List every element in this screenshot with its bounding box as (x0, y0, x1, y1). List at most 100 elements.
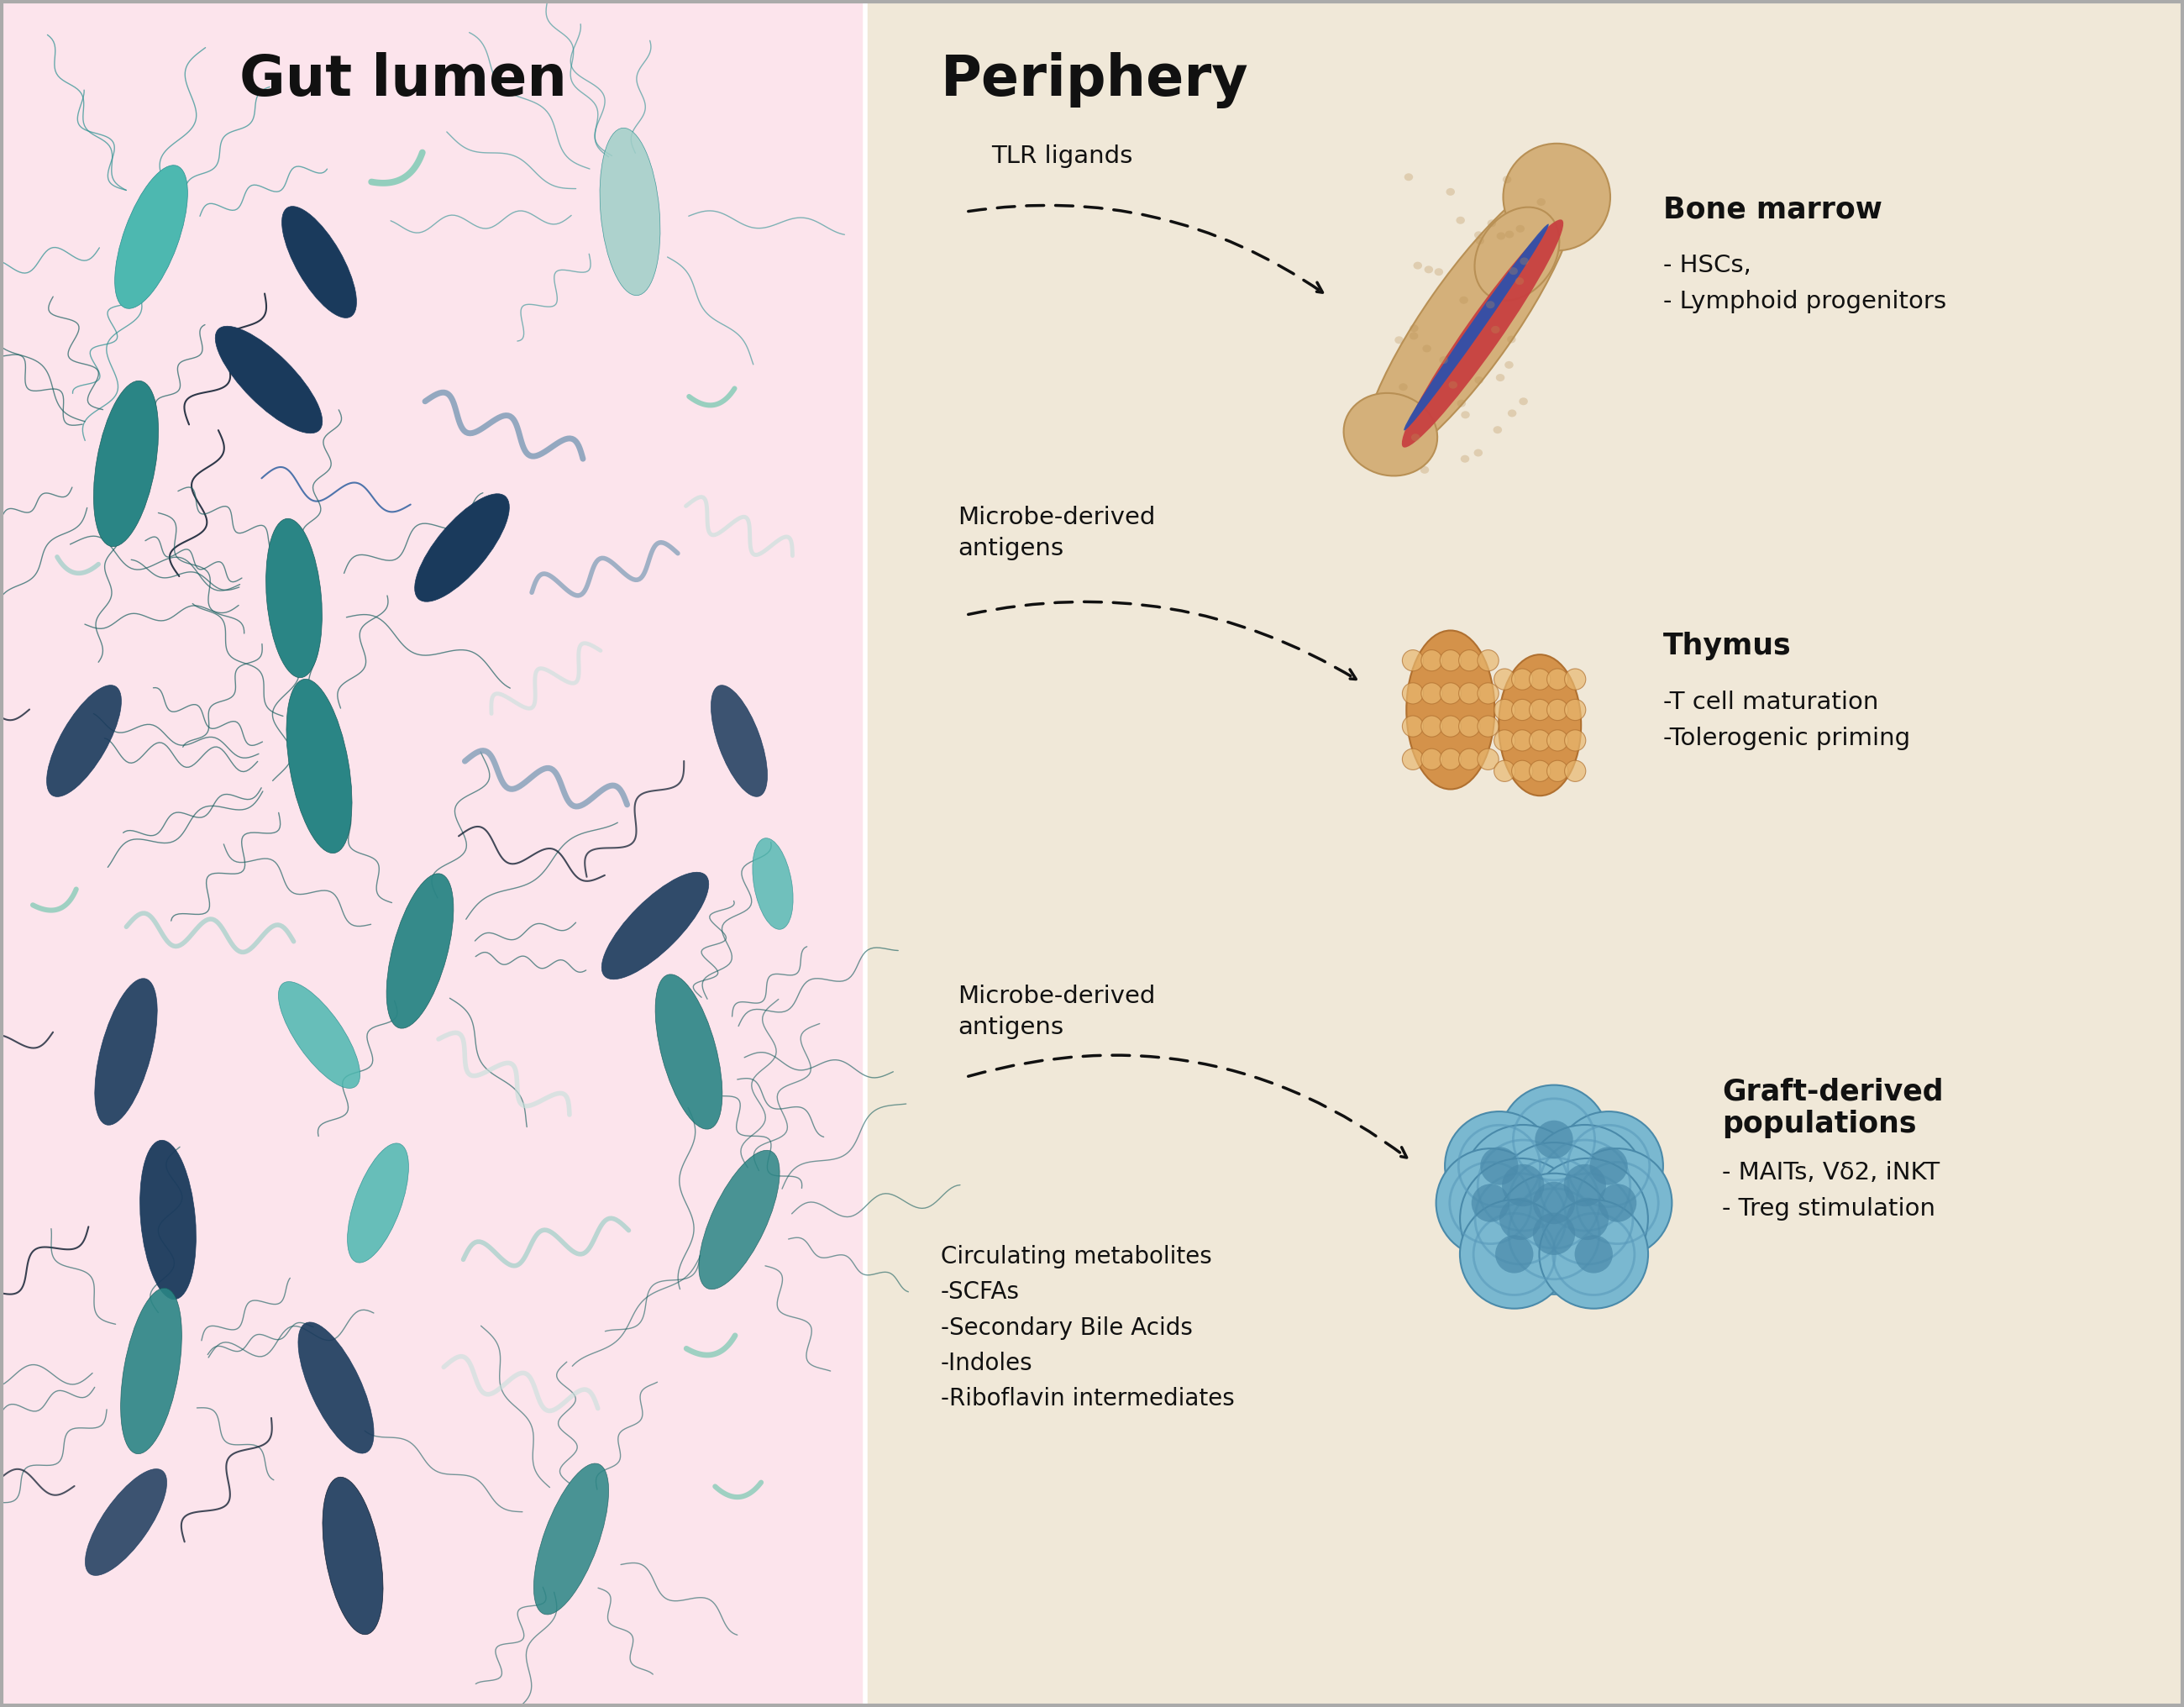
Ellipse shape (1420, 466, 1428, 473)
Ellipse shape (1511, 669, 1533, 690)
Ellipse shape (1396, 336, 1404, 343)
Ellipse shape (1459, 749, 1481, 770)
Ellipse shape (655, 975, 723, 1128)
Ellipse shape (1520, 258, 1529, 265)
Ellipse shape (1494, 427, 1503, 434)
Ellipse shape (601, 128, 660, 295)
Ellipse shape (1503, 176, 1511, 183)
Ellipse shape (387, 874, 454, 1028)
Ellipse shape (1507, 336, 1516, 343)
Ellipse shape (1516, 225, 1524, 232)
Ellipse shape (1409, 333, 1417, 340)
Ellipse shape (1575, 1236, 1612, 1273)
Ellipse shape (1402, 715, 1424, 737)
Ellipse shape (286, 679, 352, 854)
Ellipse shape (1533, 1181, 1575, 1224)
Ellipse shape (1540, 1200, 1649, 1309)
Ellipse shape (1529, 669, 1551, 690)
Ellipse shape (1476, 237, 1485, 244)
Ellipse shape (1503, 143, 1610, 251)
Ellipse shape (1479, 749, 1498, 770)
Ellipse shape (1398, 384, 1409, 391)
Ellipse shape (1472, 1185, 1509, 1222)
Ellipse shape (601, 872, 710, 980)
Ellipse shape (1511, 760, 1533, 782)
Ellipse shape (1479, 715, 1498, 737)
Ellipse shape (1524, 1125, 1645, 1246)
Text: -T cell maturation
-Tolerogenic priming: -T cell maturation -Tolerogenic priming (1664, 691, 1911, 751)
Ellipse shape (1413, 261, 1422, 270)
Ellipse shape (1479, 683, 1498, 703)
Ellipse shape (1402, 683, 1424, 703)
Ellipse shape (1439, 683, 1461, 703)
Ellipse shape (415, 493, 509, 601)
Ellipse shape (1459, 715, 1481, 737)
Ellipse shape (1457, 217, 1465, 224)
Ellipse shape (1498, 654, 1581, 795)
Ellipse shape (1439, 715, 1461, 737)
Ellipse shape (1422, 650, 1441, 671)
Ellipse shape (1494, 700, 1516, 720)
Ellipse shape (1459, 1159, 1581, 1279)
Ellipse shape (1481, 1147, 1518, 1185)
Ellipse shape (1459, 1200, 1568, 1309)
Ellipse shape (347, 1144, 408, 1263)
Ellipse shape (1494, 669, 1516, 690)
Ellipse shape (1343, 393, 1437, 476)
Ellipse shape (1422, 749, 1441, 770)
Ellipse shape (299, 1323, 373, 1453)
Ellipse shape (94, 381, 159, 546)
Ellipse shape (1555, 1111, 1664, 1221)
Ellipse shape (1507, 410, 1516, 417)
Ellipse shape (1564, 760, 1586, 782)
Text: Circulating metabolites
-SCFAs
-Secondary Bile Acids
-Indoles
-Riboflavin interm: Circulating metabolites -SCFAs -Secondar… (941, 1244, 1234, 1410)
Ellipse shape (94, 978, 157, 1125)
Ellipse shape (1546, 700, 1568, 720)
Ellipse shape (1463, 1125, 1583, 1246)
Ellipse shape (1546, 669, 1568, 690)
Ellipse shape (1422, 345, 1431, 352)
Ellipse shape (1520, 398, 1529, 405)
Ellipse shape (323, 1477, 382, 1635)
Ellipse shape (1494, 1173, 1614, 1294)
Ellipse shape (1404, 224, 1548, 430)
Ellipse shape (1424, 266, 1433, 273)
Ellipse shape (120, 1289, 181, 1454)
Text: Thymus: Thymus (1664, 632, 1791, 661)
Ellipse shape (1406, 630, 1494, 789)
Ellipse shape (1505, 230, 1514, 239)
Ellipse shape (1487, 220, 1496, 227)
Ellipse shape (1474, 207, 1559, 300)
Ellipse shape (1494, 1142, 1614, 1263)
Ellipse shape (1457, 399, 1465, 408)
Ellipse shape (1459, 650, 1481, 671)
Bar (865, 0, 2184, 1707)
Ellipse shape (1529, 760, 1551, 782)
Ellipse shape (1474, 449, 1483, 456)
Ellipse shape (266, 519, 321, 678)
Ellipse shape (1511, 700, 1533, 720)
Ellipse shape (753, 838, 793, 929)
Ellipse shape (1503, 1164, 1544, 1207)
Ellipse shape (1409, 324, 1417, 333)
Ellipse shape (1496, 232, 1505, 239)
Ellipse shape (1479, 650, 1498, 671)
Ellipse shape (1461, 411, 1470, 418)
Ellipse shape (1448, 381, 1457, 389)
Bar (0, 0, 865, 1707)
Ellipse shape (1437, 1149, 1544, 1258)
Ellipse shape (1500, 1086, 1607, 1193)
Ellipse shape (1411, 434, 1420, 440)
Ellipse shape (1446, 188, 1455, 196)
Text: Microbe-derived
antigens: Microbe-derived antigens (957, 985, 1155, 1040)
Text: Gut lumen: Gut lumen (240, 53, 568, 108)
Ellipse shape (533, 1463, 609, 1615)
Text: Periphery: Periphery (941, 53, 1249, 108)
Ellipse shape (1459, 683, 1481, 703)
Text: - HSCs,
- Lymphoid progenitors: - HSCs, - Lymphoid progenitors (1664, 254, 1946, 314)
Ellipse shape (712, 685, 767, 797)
Ellipse shape (1439, 650, 1461, 671)
Ellipse shape (277, 982, 360, 1089)
Ellipse shape (1461, 456, 1470, 463)
Ellipse shape (1599, 1185, 1636, 1222)
